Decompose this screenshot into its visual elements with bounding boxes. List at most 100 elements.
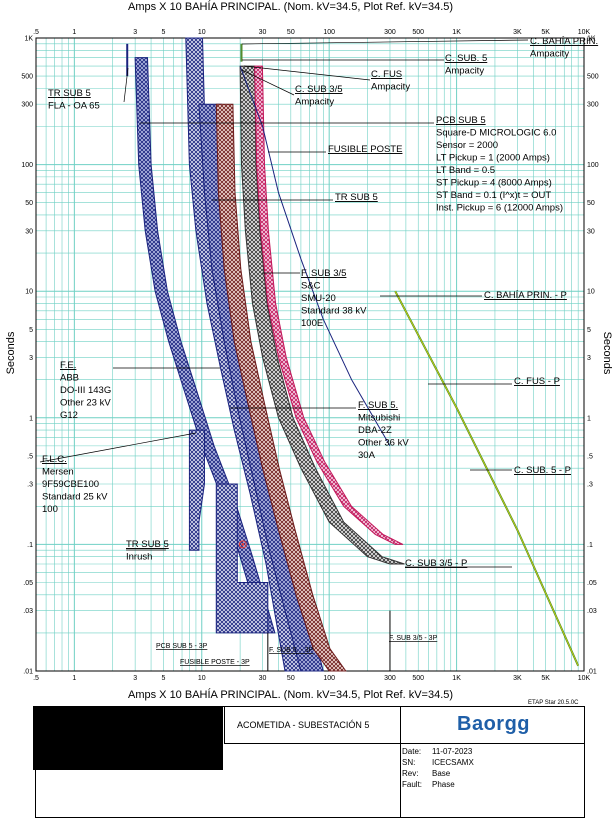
annotation-text: Ampacity — [371, 82, 410, 93]
x-tick-label-bottom: 1K — [452, 675, 461, 682]
curve-band — [134, 57, 276, 634]
fault-label: Fault: — [402, 780, 423, 789]
x-tick-label-bottom: 300 — [384, 675, 396, 682]
y-tick-label-right: .1 — [587, 542, 593, 549]
annotation-text: PCB SUB 5 - 3P — [156, 643, 208, 650]
x-tick-label-bottom: 30 — [259, 675, 267, 682]
annotation-text: F. SUB 3/5 — [301, 268, 346, 279]
y-tick-label-right: .3 — [587, 481, 593, 488]
annotation-text: Standard 25 kV — [42, 492, 108, 503]
annotation-label: TR SUB 5 FLA - OA 65 — [48, 88, 100, 112]
annotation-text: TR SUB 5 — [126, 539, 169, 550]
leader-line — [39, 432, 197, 463]
annotation-text: FUSIBLE POSTE — [328, 144, 402, 155]
leader-line — [241, 39, 529, 45]
fault-value: Phase — [432, 780, 455, 789]
rev-label: Rev: — [402, 769, 419, 778]
y-tick-label-left: 1 — [29, 415, 33, 422]
inrush-point — [238, 540, 247, 549]
x-tick-label-top: 10K — [578, 29, 591, 36]
annotation-label: C. SUB 3/5 Ampacity — [295, 84, 343, 108]
inrush-region — [215, 483, 269, 634]
annotation-label: PCB SUB 5 - 3P — [156, 643, 208, 650]
y-tick-label-right: 500 — [587, 74, 599, 81]
project-cell: ACOMETIDA - SUBESTACIÓN 5 — [224, 707, 400, 744]
annotation-text: G12 — [60, 410, 78, 421]
annotation-text: Inrush — [126, 552, 152, 563]
x-tick-label-top: 50 — [287, 29, 295, 36]
plot-area — [35, 37, 585, 672]
annotation-text: C. SUB. 5 — [445, 53, 487, 64]
y-tick-label-right: .03 — [587, 608, 597, 615]
annotation-label: C. BAHÍA PRIN. - P — [484, 290, 567, 301]
company-logo: Baorgg — [457, 713, 530, 735]
x-tick-label-bottom: 10K — [578, 675, 591, 682]
annotation-text: TR SUB 5 — [48, 88, 91, 99]
redacted-block — [33, 706, 223, 770]
x-tick-label-top: 100 — [323, 29, 335, 36]
x-tick-label-top: 10 — [198, 29, 206, 36]
y-tick-label-left: 1K — [24, 36, 33, 43]
annotation-label: F. SUB 3/5 - 3P — [389, 635, 438, 642]
annotation-text: F. SUB 5. - 3P — [269, 647, 314, 654]
annotation-text: 30A — [358, 450, 376, 461]
y-tick-label-left: 100 — [21, 162, 33, 169]
annotation-text: FLA - OA 65 — [48, 101, 100, 112]
y-tick-label-right: 100 — [587, 162, 599, 169]
x-tick-label-bottom: 3 — [133, 675, 137, 682]
series-line — [394, 291, 579, 666]
y-tick-label-left: .3 — [27, 481, 33, 488]
annotation-text: Sensor = 2000 — [436, 140, 498, 151]
x-tick-label-top: 500 — [412, 29, 424, 36]
y-tick-label-left: .05 — [23, 580, 33, 587]
annotation-text: Ampacity — [530, 49, 569, 60]
y-tick-label-left: 10 — [25, 289, 33, 296]
annotation-text: Ampacity — [445, 66, 484, 77]
annotation-text: DO-III 143G — [60, 385, 111, 396]
annotation-text: Square-D MICROLOGIC 6.0 — [436, 128, 556, 139]
y-tick-label-right: 300 — [587, 102, 599, 109]
annotation-text: ST Pickup = 4 (8000 Amps) — [436, 178, 552, 189]
y-tick-label-right: 1 — [587, 415, 591, 422]
y-tick-label-left: .03 — [23, 608, 33, 615]
bottom-axis-title: Amps X 10 BAHÍA PRINCIPAL. (Nom. kV=34.5… — [128, 689, 454, 701]
annotation-text: C. FUS — [371, 69, 402, 80]
annotation-text: Inst. Pickup = 6 (12000 Amps) — [436, 203, 563, 214]
y-tick-label-right: .5 — [587, 453, 593, 460]
x-tick-label-bottom: 3K — [513, 675, 522, 682]
annotation-text: FUSIBLE POSTE - 3P — [180, 659, 250, 666]
rev-value: Base — [432, 769, 451, 778]
y-tick-label-right: 10 — [587, 289, 595, 296]
x-tick-label-top: 5 — [161, 29, 165, 36]
annotation-text: 100 — [42, 504, 58, 515]
y-tick-label-left: 50 — [25, 200, 33, 207]
x-tick-label-top: 5K — [541, 29, 550, 36]
annotation-label: FUSIBLE POSTE - 3P — [180, 659, 250, 666]
y-tick-label-left: 300 — [21, 102, 33, 109]
annotation-text: C. SUB. 5 - P — [514, 465, 571, 476]
y-tick-label-left: .5 — [27, 453, 33, 460]
inrush-point-center — [241, 543, 245, 546]
y-tick-label-left: .01 — [23, 669, 33, 676]
title-block: ACOMETIDA - SUBESTACIÓN 5 Baorgg Date: 1… — [33, 706, 585, 818]
annotation-label: FUSIBLE POSTE — [328, 144, 402, 155]
x-tick-label-top: 30 — [259, 29, 267, 36]
y-tick-label-left: .1 — [27, 542, 33, 549]
annotation-text: Other 36 kV — [358, 438, 409, 449]
y-tick-label-right: 50 — [587, 200, 595, 207]
annotation-text: LT Pickup = 1 (2000 Amps) — [436, 153, 550, 164]
x-tick-label-bottom: 5K — [541, 675, 550, 682]
date-label: Date: — [402, 747, 422, 756]
curve-band — [254, 65, 404, 545]
series-line — [239, 65, 391, 447]
inrush-region — [188, 429, 205, 551]
annotation-text: C. FUS - P — [514, 376, 560, 387]
annotation-label: C. FUS Ampacity — [371, 69, 410, 93]
annotation-text: Mitsubishi — [358, 413, 400, 424]
curve-band — [215, 103, 347, 672]
x-tick-label-bottom: 10 — [198, 675, 206, 682]
annotation-text: F. SUB 5. — [358, 400, 398, 411]
annotation-text: ST Band = 0.1 (I^x)t = OUT — [436, 190, 551, 201]
